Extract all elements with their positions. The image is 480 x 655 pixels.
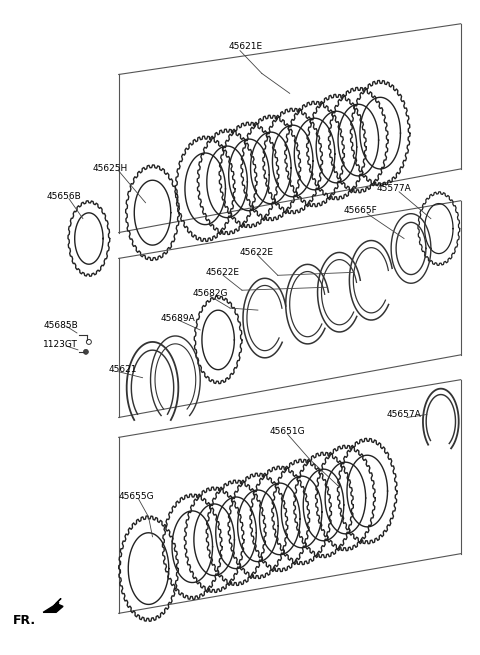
Text: 45682G: 45682G xyxy=(192,289,228,298)
Polygon shape xyxy=(43,599,63,612)
Text: FR.: FR. xyxy=(13,614,36,627)
Text: 45685B: 45685B xyxy=(43,320,78,329)
Text: 45621: 45621 xyxy=(109,365,137,374)
Text: 45625H: 45625H xyxy=(93,164,128,174)
Text: 45577A: 45577A xyxy=(376,184,411,193)
Text: 45621E: 45621E xyxy=(228,42,262,51)
Text: 45689A: 45689A xyxy=(160,314,195,322)
Text: 45656B: 45656B xyxy=(46,193,81,201)
Text: 45665F: 45665F xyxy=(343,206,377,215)
Circle shape xyxy=(84,349,88,354)
Text: 45651G: 45651G xyxy=(270,427,305,436)
Text: 1123GT: 1123GT xyxy=(43,341,78,349)
Text: 45657A: 45657A xyxy=(386,410,421,419)
Text: 45622E: 45622E xyxy=(240,248,274,257)
Text: 45622E: 45622E xyxy=(205,268,239,277)
Text: 45655G: 45655G xyxy=(119,491,155,500)
